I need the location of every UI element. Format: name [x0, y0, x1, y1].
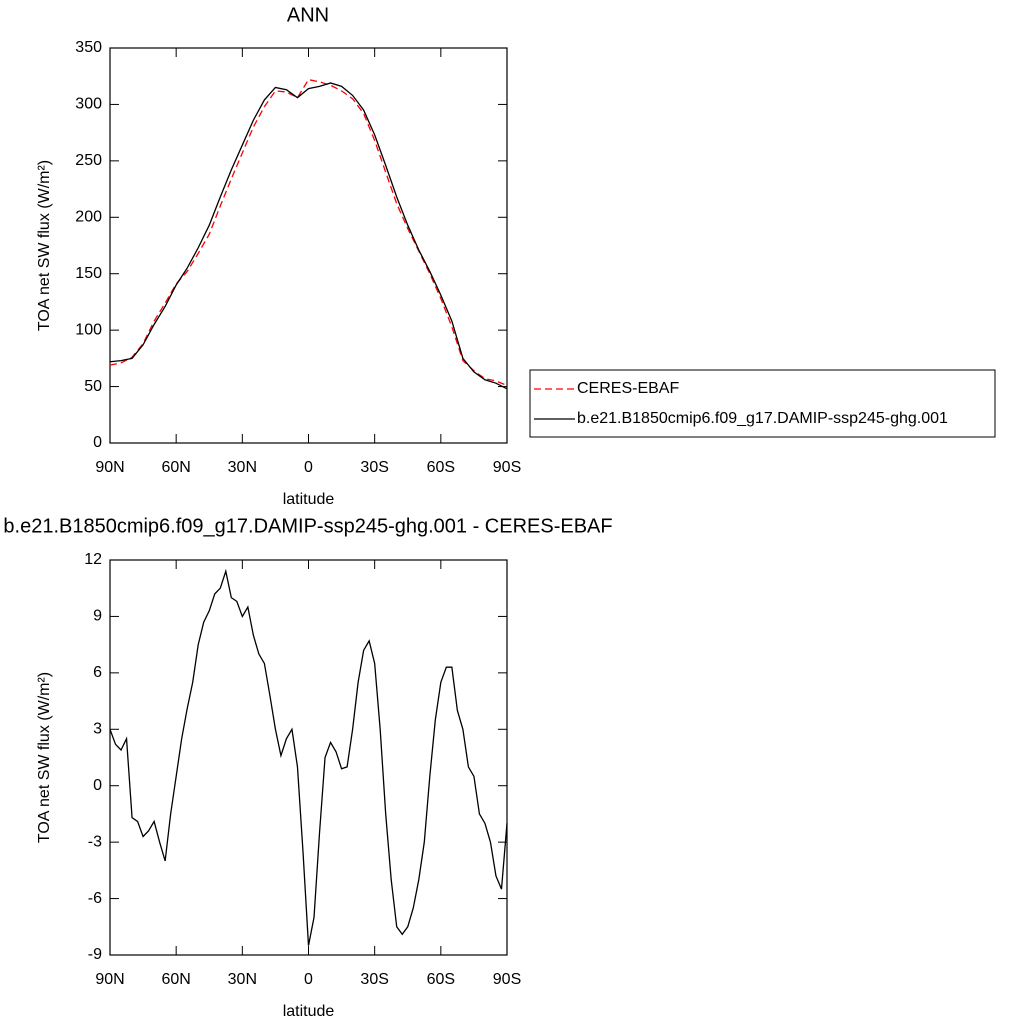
legend-box — [529, 369, 996, 438]
x-axis-label: latitude — [283, 491, 335, 508]
x-tick-label: 60N — [161, 971, 190, 988]
plot-frame — [109, 559, 508, 956]
y-tick-label: 350 — [75, 39, 102, 56]
y-tick-label: 100 — [75, 321, 102, 338]
x-tick-label: 90S — [493, 459, 521, 476]
legend-label: b.e21.B1850cmip6.f09_g17.DAMIP-ssp245-gh… — [577, 410, 948, 427]
x-tick-label: 0 — [304, 971, 313, 988]
data-line — [109, 568, 508, 946]
x-axis-label: latitude — [283, 1003, 335, 1020]
y-tick-label: 250 — [75, 152, 102, 169]
y-tick-label: -6 — [88, 890, 102, 907]
y-tick-label: 9 — [93, 608, 102, 625]
y-tick-label: 12 — [84, 551, 102, 568]
x-tick-label: 90S — [493, 971, 521, 988]
x-tick-label: 30N — [228, 459, 257, 476]
y-tick-label: 50 — [84, 378, 102, 395]
x-tick-label: 30S — [360, 459, 388, 476]
x-tick-label: 30N — [228, 971, 257, 988]
x-tick-label: 0 — [304, 459, 313, 476]
y-tick-label: 0 — [93, 434, 102, 451]
y-tick-label: 300 — [75, 96, 102, 113]
y-tick-label: -9 — [88, 946, 102, 963]
y-tick-label: 0 — [93, 777, 102, 794]
y-tick-label: 3 — [93, 721, 102, 738]
y-tick-label: 200 — [75, 209, 102, 226]
y-tick-label: -3 — [88, 833, 102, 850]
plot-frame — [109, 47, 508, 444]
chart-title: ANN — [287, 4, 329, 26]
y-axis-label: TOA net SW flux (W/m²) — [36, 672, 53, 843]
y-axis-label: TOA net SW flux (W/m²) — [36, 160, 53, 331]
chart-title: b.e21.B1850cmip6.f09_g17.DAMIP-ssp245-gh… — [3, 515, 612, 537]
legend-label: CERES-EBAF — [577, 380, 679, 397]
x-tick-label: 60S — [427, 971, 455, 988]
x-tick-label: 90N — [95, 971, 124, 988]
data-line — [109, 78, 508, 387]
x-tick-label: 60S — [427, 459, 455, 476]
data-line — [109, 82, 508, 390]
x-tick-label: 30S — [360, 971, 388, 988]
y-tick-label: 150 — [75, 265, 102, 282]
x-tick-label: 90N — [95, 459, 124, 476]
x-tick-label: 60N — [161, 459, 190, 476]
y-tick-label: 6 — [93, 664, 102, 681]
